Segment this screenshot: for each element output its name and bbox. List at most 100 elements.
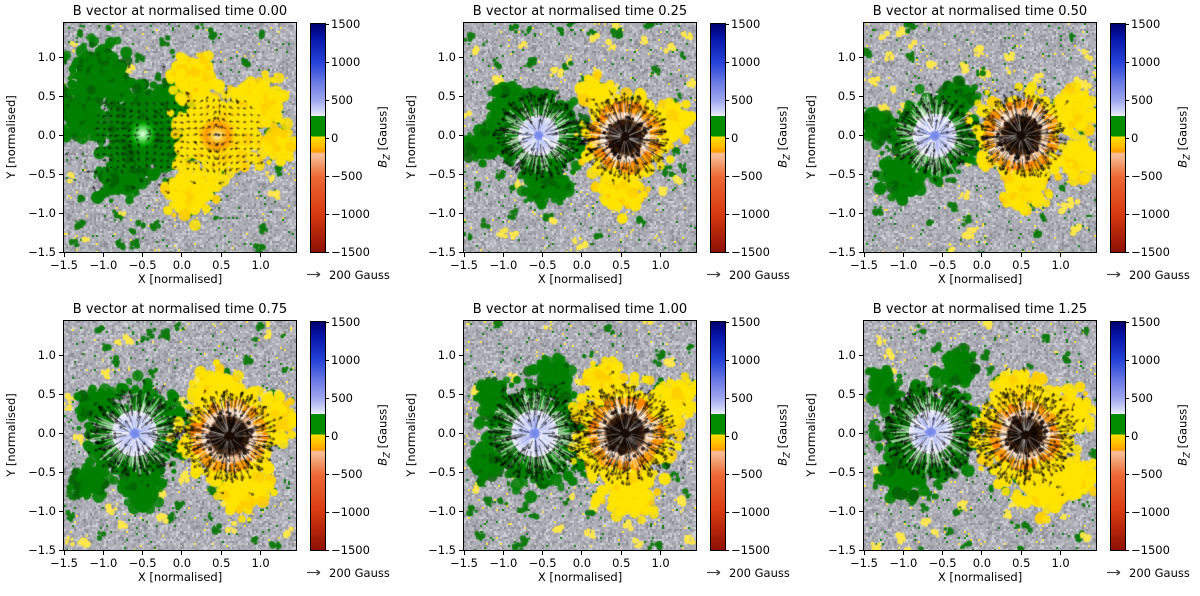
y-tick-label: 0.0 (37, 128, 56, 143)
quiver-key-label: 200 Gauss (729, 268, 790, 282)
colorbar-tick (726, 359, 729, 361)
subplot-panel: B vector at normalised time 0.75 Y [norma… (0, 298, 400, 596)
quiver-key: 200 Gauss (306, 566, 390, 580)
colorbar-label-units: [Gauss] (1175, 106, 1190, 155)
x-tick-label: −0.5 (528, 556, 557, 570)
y-tick-label: −0.5 (828, 464, 856, 479)
plot-area (63, 22, 297, 253)
plot-area (863, 22, 1097, 253)
x-tick-label: −0.5 (128, 258, 157, 272)
x-tick (981, 551, 983, 555)
plot-area (863, 320, 1097, 551)
y-tick-label: −1.0 (28, 503, 56, 518)
quiver-arrow-icon (306, 566, 324, 580)
y-tick-label: 1.0 (437, 348, 456, 363)
colorbar (710, 321, 726, 551)
colorbar-tick-label: −1000 (731, 206, 770, 221)
colorbar-tick (1126, 61, 1129, 63)
y-tick-label: 0.0 (437, 426, 456, 441)
colorbar-tick-label: 1500 (1131, 314, 1161, 329)
colorbar-tick-label: −1500 (1131, 542, 1170, 557)
colorbar-axis-label: BZ [Gauss] (775, 106, 792, 168)
x-tick-label: 1.0 (1051, 556, 1070, 570)
y-tick (859, 549, 863, 551)
y-tick (59, 394, 63, 396)
colorbar-tick-label: 500 (331, 390, 353, 405)
colorbar-label-subscript: Z (782, 154, 793, 160)
x-tick-label: 0.0 (172, 258, 192, 272)
bz-map-canvas (64, 23, 296, 252)
colorbar-tick-label: −500 (731, 466, 763, 481)
y-tick (859, 96, 863, 98)
y-tick-label: −1.5 (28, 542, 56, 557)
x-tick-label: 0.0 (572, 556, 592, 570)
y-tick (59, 96, 63, 98)
y-tick-label: 1.0 (437, 50, 456, 65)
y-tick-label: 0.0 (837, 128, 856, 143)
x-tick (660, 551, 662, 555)
bz-map-canvas (864, 321, 1096, 550)
x-axis-label: X [normalised] (537, 272, 623, 286)
y-tick (459, 251, 463, 253)
colorbar-tick-label: −1000 (331, 206, 370, 221)
colorbar-tick-label: 0 (1131, 428, 1139, 443)
x-tick (502, 551, 504, 555)
colorbar-tick (326, 175, 329, 177)
colorbar-tick (1126, 213, 1129, 215)
colorbar-tick-label: −1500 (1131, 244, 1170, 259)
subplot-title: B vector at normalised time 1.25 (872, 302, 1088, 317)
colorbar (310, 23, 326, 253)
x-tick (63, 551, 65, 555)
x-tick (463, 253, 465, 257)
x-tick (502, 253, 504, 257)
quiver-arrow-icon (706, 268, 724, 282)
colorbar-tick-label: −1500 (331, 244, 370, 259)
colorbar-tick-label: 1000 (731, 54, 761, 69)
colorbar-gradient (711, 322, 725, 550)
y-tick (459, 173, 463, 175)
colorbar-label-symbol: B (775, 457, 790, 466)
x-tick-label: −1.5 (50, 258, 78, 272)
x-tick-label: −1.0 (89, 556, 118, 570)
x-tick (581, 551, 583, 555)
y-tick-label: −1.5 (28, 244, 56, 259)
colorbar-tick (726, 175, 729, 177)
colorbar-gradient (311, 322, 325, 550)
x-tick (581, 253, 583, 257)
x-tick (902, 551, 904, 555)
colorbar-tick (326, 99, 329, 101)
quiver-key-label: 200 Gauss (1129, 268, 1190, 282)
x-tick-label: 0.5 (212, 258, 231, 272)
y-tick (859, 355, 863, 357)
x-tick (542, 253, 544, 257)
y-tick-label: −1.5 (828, 542, 856, 557)
y-tick (859, 173, 863, 175)
subplot-panel: B vector at normalised time 1.25 Y [norma… (800, 298, 1200, 596)
colorbar-label-units: [Gauss] (775, 106, 790, 155)
y-tick (59, 355, 63, 357)
y-tick-label: −1.5 (428, 244, 456, 259)
y-tick-label: −0.5 (828, 166, 856, 181)
colorbar-tick-label: −1000 (1131, 504, 1170, 519)
x-tick-label: −1.0 (889, 556, 918, 570)
colorbar-tick (1126, 473, 1129, 475)
colorbar-label-subscript: Z (382, 154, 393, 160)
y-tick-label: −1.5 (428, 542, 456, 557)
colorbar-tick-label: −1000 (331, 504, 370, 519)
colorbar-tick-label: 1000 (331, 352, 361, 367)
y-tick-label: −1.0 (828, 503, 856, 518)
colorbar-tick (726, 213, 729, 215)
colorbar-tick-label: 1500 (1131, 16, 1161, 31)
colorbar-tick (1126, 435, 1129, 437)
x-tick (863, 551, 865, 555)
colorbar-tick-label: −500 (331, 466, 363, 481)
y-tick (459, 433, 463, 435)
colorbar-tick-label: 500 (331, 92, 353, 107)
colorbar-label-symbol: B (1175, 159, 1190, 168)
colorbar-tick (326, 397, 329, 399)
colorbar-gradient (1111, 322, 1125, 550)
colorbar-tick-label: 1000 (331, 54, 361, 69)
colorbar-axis-label: BZ [Gauss] (375, 404, 392, 466)
y-tick (459, 394, 463, 396)
